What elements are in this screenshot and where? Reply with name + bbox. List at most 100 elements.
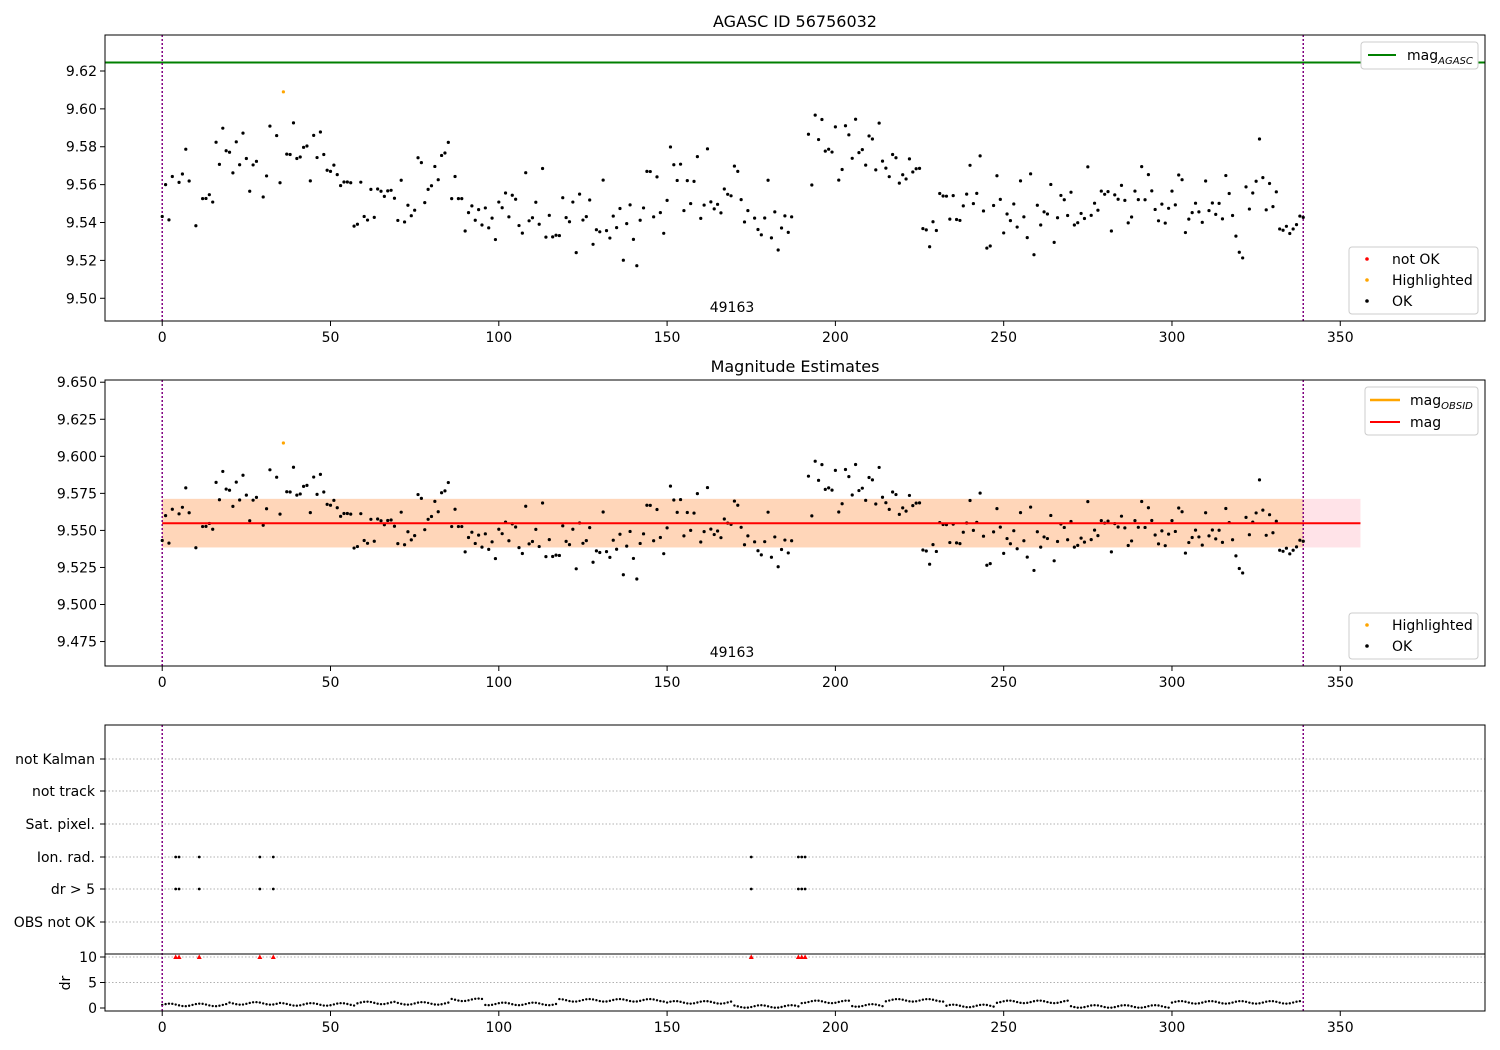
ok-point xyxy=(611,214,615,218)
x-tick-label: 350 xyxy=(1327,675,1354,691)
highlighted-point xyxy=(281,90,285,94)
dr-point xyxy=(803,1001,807,1005)
ok-point xyxy=(722,187,726,191)
dr-point xyxy=(494,1002,497,1006)
ok-point xyxy=(715,202,720,206)
ok-point xyxy=(1052,559,1056,563)
ok-point xyxy=(1284,224,1289,228)
dr-point xyxy=(999,1000,1002,1004)
x-tick-label: 300 xyxy=(1159,675,1186,691)
ok-point xyxy=(769,236,774,240)
ok-point xyxy=(938,191,942,196)
ok-point xyxy=(1298,538,1302,542)
ok-point xyxy=(248,189,252,193)
ok-point xyxy=(419,161,423,165)
dr-point xyxy=(514,1003,517,1007)
dr-point xyxy=(719,1002,723,1005)
dr-point xyxy=(645,998,649,1001)
dr-point xyxy=(1039,999,1042,1002)
dr-point xyxy=(706,1000,709,1003)
ok-point xyxy=(376,517,380,521)
ok-point xyxy=(1294,222,1299,227)
ok-point xyxy=(874,168,878,172)
ok-point xyxy=(1109,229,1113,233)
flag-point xyxy=(174,887,178,891)
dr-point xyxy=(1194,1002,1197,1005)
dr-point xyxy=(177,1004,181,1007)
dr-point xyxy=(790,1004,793,1007)
ok-point xyxy=(328,169,333,173)
ok-point xyxy=(914,167,918,171)
dr-point xyxy=(588,997,591,1001)
ok-point xyxy=(779,226,784,230)
ok-point xyxy=(416,492,420,497)
ok-point xyxy=(204,196,208,201)
legend-box xyxy=(1348,612,1479,660)
dr-point xyxy=(575,1000,578,1003)
dr-point xyxy=(928,997,931,1001)
ok-point xyxy=(1220,540,1225,545)
ok-point xyxy=(493,556,498,561)
dr-tick-label: 10 xyxy=(79,950,97,966)
flag-point xyxy=(197,855,201,859)
dr-point xyxy=(605,1000,608,1003)
ok-point xyxy=(1129,539,1134,543)
dr-point xyxy=(312,1002,315,1005)
dr-point xyxy=(672,999,676,1003)
ok-point xyxy=(907,157,912,161)
dr-point xyxy=(813,999,817,1002)
ok-point xyxy=(934,228,938,233)
ok-point xyxy=(342,511,346,516)
ok-point xyxy=(160,538,164,543)
dr-point xyxy=(1174,1000,1177,1003)
legend-box xyxy=(1360,41,1479,70)
ok-point xyxy=(1150,189,1154,193)
dr-point xyxy=(713,1001,716,1004)
dr-point xyxy=(642,998,645,1002)
ok-point xyxy=(456,524,461,529)
highlighted-point xyxy=(281,441,285,445)
ok-point xyxy=(1082,540,1087,544)
ok-point xyxy=(328,503,333,507)
legend-mag-obsid-subscript: OBSID xyxy=(1441,401,1473,412)
ok-point xyxy=(1180,510,1184,514)
ok-point xyxy=(1126,543,1130,548)
x-tick-label: 100 xyxy=(485,330,512,346)
ok-point xyxy=(887,175,891,179)
y-tick-label: 9.550 xyxy=(57,523,97,539)
ok-point xyxy=(365,218,370,222)
dr-point xyxy=(490,1003,494,1007)
ok-point xyxy=(853,462,858,467)
ok-point xyxy=(1099,189,1103,193)
dr-point xyxy=(1150,1004,1153,1007)
ok-point xyxy=(349,181,353,185)
ok-point xyxy=(1230,538,1235,542)
ok-point xyxy=(460,524,464,529)
x-tick-label: 300 xyxy=(1159,330,1186,346)
dr-point xyxy=(935,999,938,1002)
ok-point xyxy=(1039,223,1043,227)
ok-point xyxy=(850,493,854,497)
dr-point xyxy=(1197,1002,1201,1005)
dr-point xyxy=(776,1006,780,1009)
dr-point xyxy=(851,1004,854,1008)
legend-mag-agasc-text: mag xyxy=(1407,48,1438,64)
ok-point xyxy=(621,258,625,262)
ok-point xyxy=(345,511,349,516)
ok-point xyxy=(359,512,363,516)
dr-point xyxy=(235,1003,238,1006)
ok-point xyxy=(971,201,975,206)
ok-point xyxy=(436,510,440,514)
ok-point xyxy=(382,194,386,198)
ok-point xyxy=(658,211,662,215)
ok-point xyxy=(1059,193,1063,198)
flag-label: not track xyxy=(32,784,96,800)
ok-point xyxy=(1089,213,1093,217)
ok-point xyxy=(1281,228,1285,232)
ok-point xyxy=(540,501,545,505)
y-tick-label: 9.525 xyxy=(57,560,97,576)
dr-point xyxy=(1137,1006,1140,1009)
ok-point xyxy=(170,174,174,179)
x-tick-label: 150 xyxy=(654,1020,681,1036)
y-tick-label: 9.625 xyxy=(57,412,97,428)
